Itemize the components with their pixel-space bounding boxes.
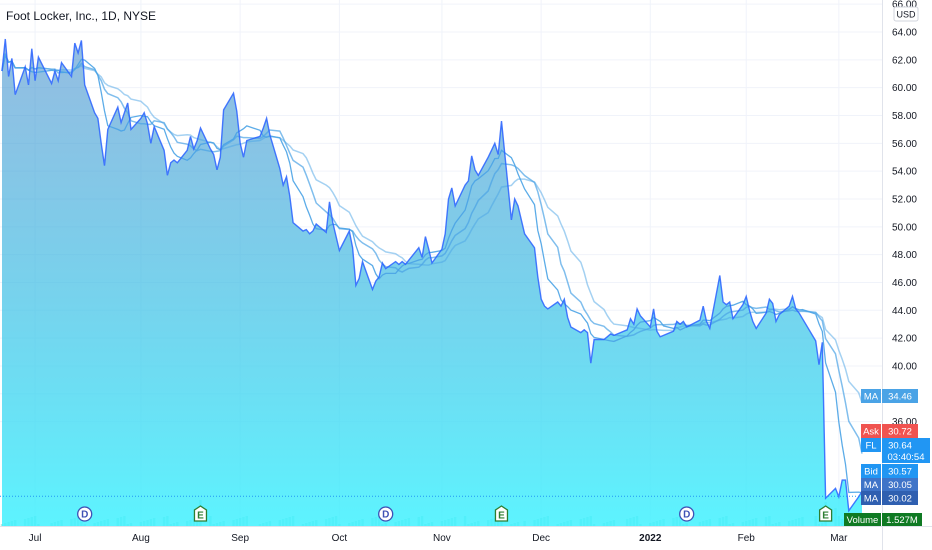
dividend-marker-letter: D bbox=[382, 510, 389, 521]
x-tick-label: Jul bbox=[29, 533, 42, 544]
last-price-tag-label: FL bbox=[865, 441, 876, 452]
y-tick-label: 62.00 bbox=[892, 55, 917, 66]
x-tick-label: Feb bbox=[738, 533, 756, 544]
dividend-marker-letter: D bbox=[683, 510, 690, 521]
volume-tag: Volume 1.527M bbox=[844, 513, 922, 526]
x-tick-label: Sep bbox=[231, 533, 249, 544]
earnings-marker-letter: E bbox=[197, 511, 204, 522]
currency-label: USD bbox=[896, 10, 916, 20]
y-tick-label: 52.00 bbox=[892, 194, 917, 205]
ma-mid-tag-value: 30.05 bbox=[888, 480, 912, 491]
ask-tag-label: Ask bbox=[863, 427, 879, 438]
price-area bbox=[2, 39, 862, 526]
y-tick-label: 36.00 bbox=[892, 417, 917, 428]
earnings-marker[interactable]: E bbox=[494, 505, 509, 522]
y-tick-label: 42.00 bbox=[892, 334, 917, 345]
volume-tag-label: Volume bbox=[847, 515, 879, 526]
y-tick-label: 56.00 bbox=[892, 139, 917, 150]
x-tick-label: Dec bbox=[532, 533, 550, 544]
dividend-marker[interactable]: D bbox=[77, 506, 93, 522]
ma-low-tag-value: 30.02 bbox=[888, 494, 912, 505]
ma-top-tag-value: 34.46 bbox=[888, 392, 912, 403]
y-tick-label: 60.00 bbox=[892, 83, 917, 94]
ma-mid-tag-label: MA bbox=[864, 480, 879, 491]
price-axis[interactable]: 36.0038.0040.0042.0044.0046.0048.0050.00… bbox=[892, 0, 917, 428]
y-tick-label: 40.00 bbox=[892, 361, 917, 372]
x-tick-label: Nov bbox=[433, 533, 451, 544]
x-tick-label: Mar bbox=[830, 533, 848, 544]
earnings-marker-letter: E bbox=[822, 511, 829, 522]
y-tick-label: 50.00 bbox=[892, 222, 917, 233]
dividend-marker[interactable]: D bbox=[378, 506, 394, 522]
ma-top-tag-label: MA bbox=[864, 392, 879, 403]
moving-average-line-mid bbox=[1, 52, 863, 454]
y-tick-label: 58.00 bbox=[892, 111, 917, 122]
ma-low-tag: MA 30.02 bbox=[861, 491, 918, 505]
bid-tag-label: Bid bbox=[864, 467, 878, 478]
last-price-tag-value: 30.64 bbox=[888, 441, 912, 452]
last-price-tag: FL 30.64 03:40:54 bbox=[861, 438, 930, 463]
x-tick-label: Oct bbox=[332, 533, 348, 544]
earnings-marker-letter: E bbox=[498, 511, 505, 522]
chart-title: Foot Locker, Inc., 1D, NYSE bbox=[6, 9, 156, 23]
ma-low-tag-label: MA bbox=[864, 494, 879, 505]
bar-countdown: 03:40:54 bbox=[888, 452, 925, 463]
earnings-marker[interactable]: E bbox=[193, 505, 208, 522]
y-tick-label: 54.00 bbox=[892, 167, 917, 178]
y-tick-label: 46.00 bbox=[892, 278, 917, 289]
x-tick-label: 2022 bbox=[639, 533, 662, 544]
price-tags: MA 34.46 Ask 30.72 FL 30.64 03:40:54 Bid… bbox=[844, 389, 930, 526]
ask-tag-value: 30.72 bbox=[888, 427, 912, 438]
dividend-marker-letter: D bbox=[81, 510, 88, 521]
earnings-marker[interactable]: E bbox=[818, 505, 833, 522]
y-tick-label: 44.00 bbox=[892, 306, 917, 317]
ma-mid-tag: MA 30.05 bbox=[861, 478, 918, 491]
moving-average-line-short bbox=[1, 52, 863, 494]
bid-tag-value: 30.57 bbox=[888, 467, 912, 478]
dividend-marker[interactable]: D bbox=[679, 506, 695, 522]
volume-tag-value: 1.527M bbox=[886, 515, 918, 526]
ma-top-tag: MA 34.46 bbox=[861, 389, 918, 403]
currency-button[interactable]: USD bbox=[893, 6, 919, 22]
y-tick-label: 66.00 bbox=[892, 0, 917, 11]
ask-tag: Ask 30.72 bbox=[861, 424, 918, 438]
x-tick-label: Aug bbox=[132, 533, 150, 544]
time-axis[interactable]: Jul Aug Sep Oct Nov Dec 2022 Feb Mar bbox=[29, 533, 848, 544]
price-line bbox=[1, 38, 863, 513]
y-tick-label: 64.00 bbox=[892, 28, 917, 39]
y-tick-label: 48.00 bbox=[892, 250, 917, 261]
bid-tag: Bid 30.57 bbox=[861, 464, 918, 478]
